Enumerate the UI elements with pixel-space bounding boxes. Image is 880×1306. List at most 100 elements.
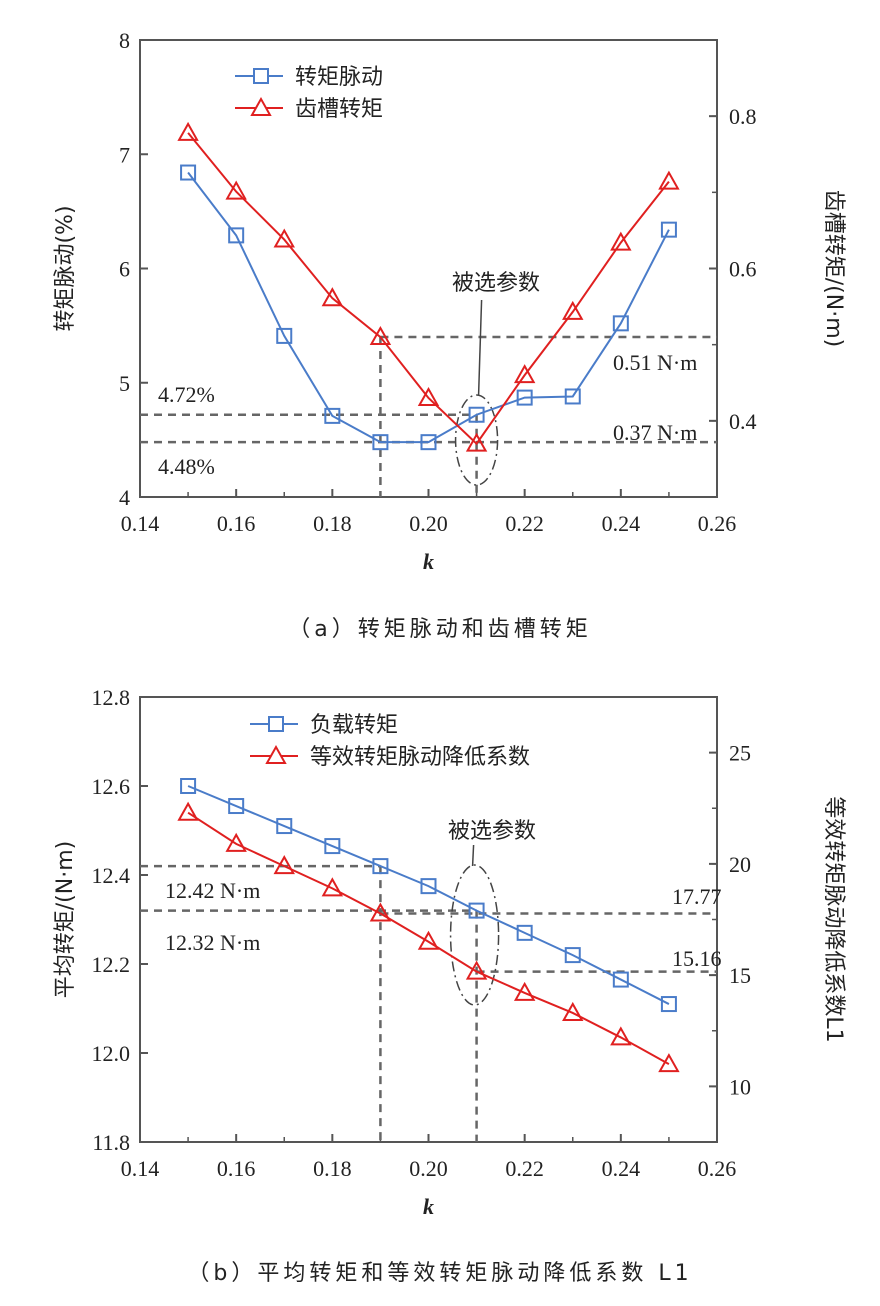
data-point-triangle xyxy=(513,981,536,1001)
data-point-triangle xyxy=(465,960,488,980)
legend-label: 转矩脉动 xyxy=(295,65,383,90)
data-point-triangle xyxy=(177,121,199,141)
x-tick-label: 0.18 xyxy=(313,511,352,536)
x-tick-label: 0.20 xyxy=(409,511,448,536)
leader-line xyxy=(471,844,475,867)
x-axis-label: k xyxy=(423,549,434,574)
data-point-square xyxy=(228,798,245,815)
data-point-square xyxy=(228,227,245,244)
chart-b: 0.14 0.16 0.18 0.20 0.22 0.24 0.26 11.8 12.0 12.2… xyxy=(53,685,846,1286)
data-point-triangle xyxy=(562,1001,584,1021)
data-point-square xyxy=(276,327,293,344)
x-tick-label: 0.14 xyxy=(121,1156,160,1181)
data-point-triangle xyxy=(273,855,295,875)
data-point-triangle xyxy=(562,300,584,320)
data-point-square xyxy=(612,971,629,988)
x-tick-label: 0.24 xyxy=(602,511,641,536)
data-point-triangle xyxy=(225,180,247,200)
figure-caption: （b）平均转矩和等效转矩脉动降低系数 L1 xyxy=(187,1261,692,1286)
data-point-square xyxy=(324,838,341,855)
x-tick-label: 0.26 xyxy=(698,1156,737,1181)
data-point-triangle xyxy=(321,287,344,307)
data-point-triangle xyxy=(177,801,199,821)
label-4.72: 4.72% xyxy=(158,382,215,407)
label-15.16: 15.16 xyxy=(672,946,722,971)
x-tick-label: 0.20 xyxy=(409,1156,448,1181)
label-0.37: 0.37 N·m xyxy=(613,420,697,445)
legend-marker-square xyxy=(268,716,284,732)
data-point-triangle xyxy=(610,1026,632,1046)
y2-axis-label: 齿槽转矩/(N·m) xyxy=(821,190,846,347)
y-tick-label: 12.8 xyxy=(92,685,131,710)
x-axis-label: k xyxy=(423,1194,434,1219)
y-tick-label: 12.6 xyxy=(92,774,131,799)
label-selected: 被选参数 xyxy=(452,271,540,296)
data-point-square xyxy=(180,778,197,794)
x-tick-label: 0.14 xyxy=(121,511,160,536)
selection-ellipse xyxy=(454,394,499,486)
label-17.77: 17.77 xyxy=(672,884,722,909)
x-tick-label: 0.16 xyxy=(217,511,256,536)
leader-line xyxy=(477,299,483,396)
x-tick-label: 0.22 xyxy=(505,511,544,536)
x-tick-label: 0.18 xyxy=(313,1156,352,1181)
chart-a: 0.14 0.16 0.18 0.20 0.22 0.24 0.26 4 5 6 7 8 0.4 0.6 0… xyxy=(53,28,846,642)
legend-label: 等效转矩脉动降低系数 xyxy=(310,745,530,770)
data-point-triangle xyxy=(321,877,344,897)
data-point-square xyxy=(468,406,485,423)
y2-tick-label: 25 xyxy=(729,741,751,766)
label-12.32: 12.32 N·m xyxy=(165,930,260,955)
data-point-triangle xyxy=(658,1053,680,1073)
y-tick-label: 11.8 xyxy=(92,1130,130,1155)
y2-tick-label: 15 xyxy=(729,963,751,988)
y-axis-label: 转矩脉动(%) xyxy=(53,205,78,331)
data-point-square xyxy=(660,996,677,1013)
y2-tick-label: 0.4 xyxy=(729,409,757,434)
data-point-square xyxy=(612,315,629,332)
y2-tick-label: 0.8 xyxy=(729,104,757,129)
data-point-square xyxy=(420,878,437,895)
y-tick-label: 4 xyxy=(119,485,130,510)
x-tick-label: 0.26 xyxy=(698,511,737,536)
data-point-triangle xyxy=(417,386,440,406)
data-point-square xyxy=(180,164,197,181)
series-line-0 xyxy=(187,171,670,444)
data-point-square xyxy=(420,434,437,451)
series-line-1 xyxy=(187,132,670,446)
y2-axis-label: 等效转矩脉动降低系数L1 xyxy=(821,796,846,1042)
label-4.48: 4.48% xyxy=(158,454,215,479)
data-point-square xyxy=(516,924,533,941)
label-selected: 被选参数 xyxy=(448,819,536,844)
data-point-triangle xyxy=(465,432,488,452)
y-tick-label: 7 xyxy=(119,142,130,167)
data-point-square xyxy=(324,407,341,424)
data-point-triangle xyxy=(417,930,440,950)
data-point-square xyxy=(468,902,485,919)
data-point-triangle xyxy=(610,231,632,251)
y-tick-label: 12.0 xyxy=(92,1041,131,1066)
data-point-triangle xyxy=(273,228,295,248)
y-tick-label: 8 xyxy=(119,28,130,53)
legend-marker-triangle xyxy=(250,96,272,116)
y2-tick-label: 20 xyxy=(729,852,751,877)
y-tick-label: 6 xyxy=(119,257,130,282)
y-axis-label: 平均转矩/(N·m) xyxy=(53,841,78,998)
series-line-1 xyxy=(187,811,670,1065)
label-0.51: 0.51 N·m xyxy=(613,350,697,375)
data-point-triangle xyxy=(369,326,392,346)
data-point-square xyxy=(516,389,533,406)
data-point-square xyxy=(564,388,581,405)
data-point-square xyxy=(372,434,389,451)
y-tick-label: 5 xyxy=(119,371,130,396)
data-point-square xyxy=(564,947,581,964)
label-12.42: 12.42 N·m xyxy=(165,878,260,903)
data-point-square xyxy=(660,221,677,238)
data-point-triangle xyxy=(658,170,680,190)
legend-marker-triangle xyxy=(265,744,287,764)
x-tick-label: 0.22 xyxy=(505,1156,544,1181)
y-tick-label: 12.4 xyxy=(92,863,131,888)
data-point-triangle xyxy=(369,902,392,922)
selection-ellipse xyxy=(449,864,500,1006)
figure-caption: （a）转矩脉动和齿槽转矩 xyxy=(288,617,591,642)
